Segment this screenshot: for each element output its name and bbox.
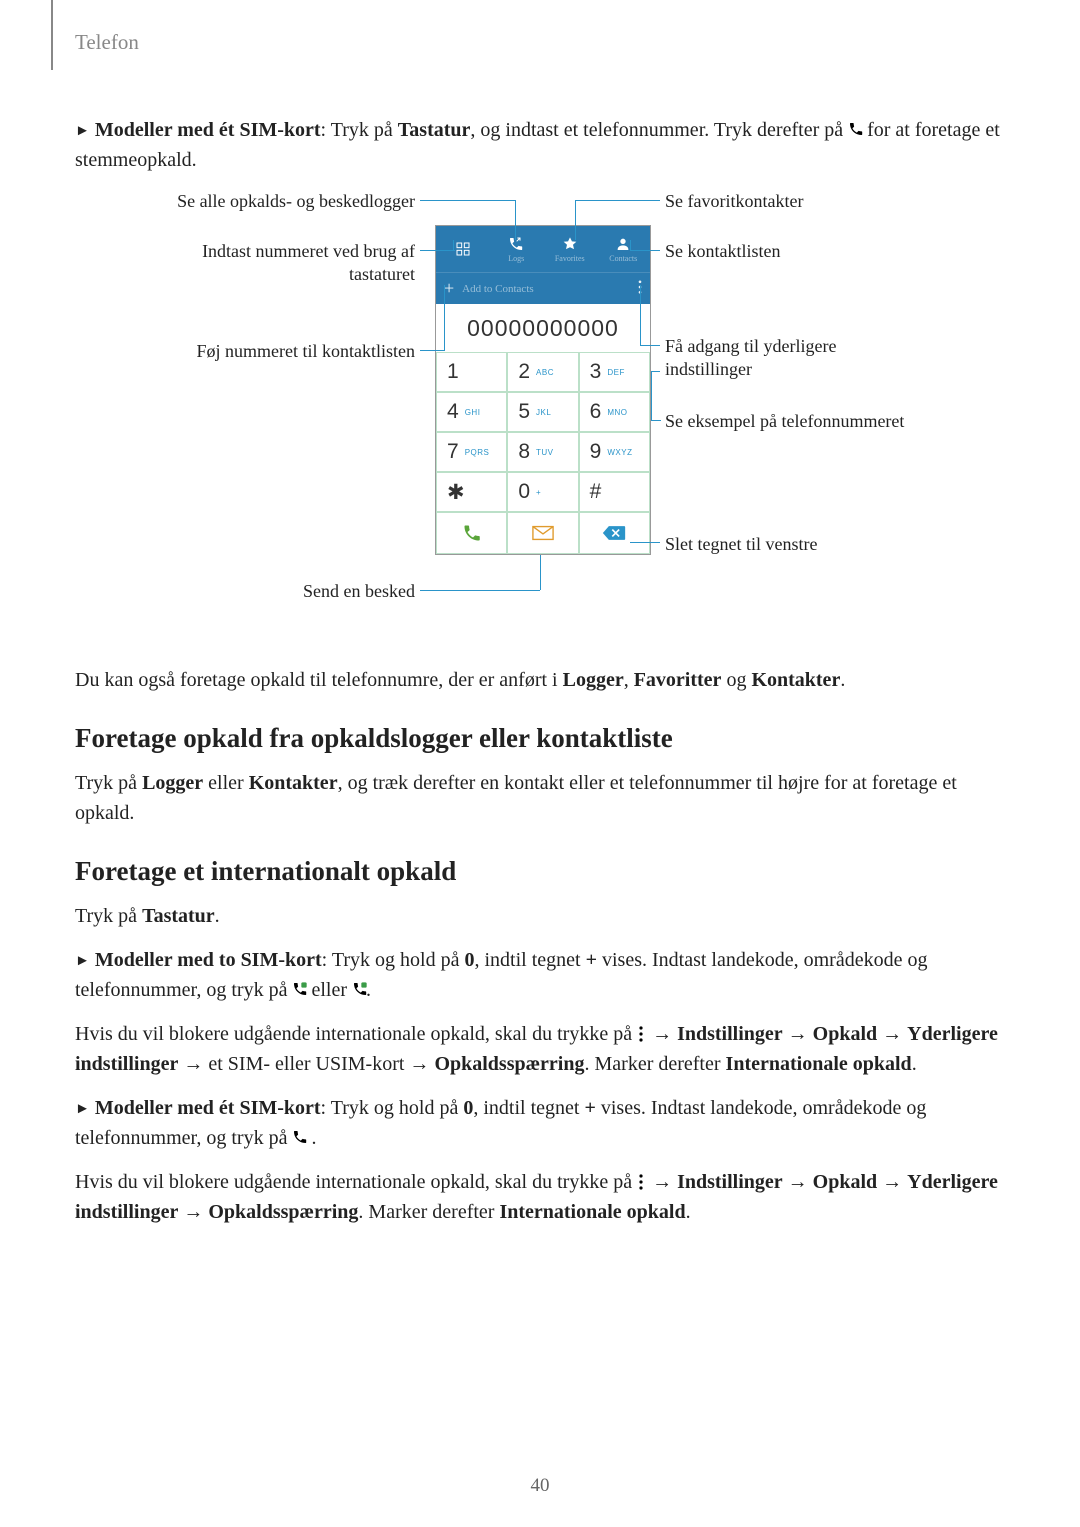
add-to-contacts-row: + Add to Contacts (436, 272, 650, 304)
key-0[interactable]: 0+ (507, 472, 578, 512)
callout-more: Få adgang til yderligere indstillinger (665, 335, 885, 380)
callout-keypad: Indtast nummeret ved brug af tastaturet (155, 240, 415, 285)
callout-addcontact: Føj nummeret til kontaktlisten (197, 340, 415, 363)
callout-logs: Se alle opkalds- og beskedlogger (177, 190, 415, 213)
bullet-icon: ► (75, 953, 90, 969)
intro-paragraph: ► Modeller med ét SIM-kort: Tryk på Tast… (75, 115, 1005, 175)
callout-backspace: Slet tegnet til venstre (665, 533, 817, 556)
key-8[interactable]: 8TUV (507, 432, 578, 472)
bullet-icon: ► (75, 1101, 90, 1117)
paragraph-twosim: ► Modeller med to SIM-kort: Tryk og hold… (75, 945, 1005, 1005)
heading-international: Foretage et internationalt opkald (75, 856, 1005, 887)
keypad: 1 2ABC 3DEF 4GHI 5JKL 6MNO 7PQRS 8TUV 9W… (436, 352, 650, 512)
key-4[interactable]: 4GHI (436, 392, 507, 432)
page-number: 40 (0, 1475, 1080, 1497)
number-display: 00000000000 (436, 304, 650, 352)
phone-sim2-icon (352, 976, 366, 990)
paragraph-tastatur: Tryk på Tastatur. (75, 901, 1005, 931)
key-1[interactable]: 1 (436, 352, 507, 392)
phone-sim1-icon (292, 976, 306, 990)
bullet-icon: ► (75, 123, 90, 139)
action-row (436, 512, 650, 554)
page-header: Telefon (75, 30, 1005, 55)
tab-contacts[interactable]: Contacts (597, 226, 651, 272)
key-2[interactable]: 2ABC (507, 352, 578, 392)
phone-icon (848, 116, 862, 130)
phone-mock: Logs Favorites Contacts + Add to Contact… (435, 225, 651, 555)
phone-icon (292, 1124, 306, 1138)
tab-bar: Logs Favorites Contacts (436, 226, 650, 272)
callout-favorites: Se favoritkontakter (665, 190, 803, 213)
more-icon (639, 1169, 645, 1185)
tab-favorites[interactable]: Favorites (543, 226, 597, 272)
key-star[interactable]: ✱ (436, 472, 507, 512)
tab-logs[interactable]: Logs (490, 226, 544, 272)
intro-bold1: Modeller med ét SIM-kort (95, 119, 321, 141)
paragraph-loglist: Tryk på Logger eller Kontakter, og træk … (75, 768, 1005, 828)
header-divider (51, 0, 53, 70)
plus-icon[interactable]: + (444, 278, 454, 299)
message-button[interactable] (507, 512, 578, 554)
key-6[interactable]: 6MNO (579, 392, 650, 432)
key-3[interactable]: 3DEF (579, 352, 650, 392)
paragraph-block1: Hvis du vil blokere udgående internation… (75, 1019, 1005, 1079)
callout-contacts: Se kontaktlisten (665, 240, 781, 263)
key-9[interactable]: 9WXYZ (579, 432, 650, 472)
call-button[interactable] (436, 512, 507, 554)
heading-loglist: Foretage opkald fra opkaldslogger eller … (75, 723, 1005, 754)
callout-number: Se eksempel på telefonnummeret (665, 410, 904, 433)
callout-message: Send en besked (303, 580, 415, 603)
paragraph-onesim: ► Modeller med ét SIM-kort: Tryk og hold… (75, 1093, 1005, 1153)
key-hash[interactable]: # (579, 472, 650, 512)
paragraph-block2: Hvis du vil blokere udgående internation… (75, 1167, 1005, 1227)
after-diagram-text: Du kan også foretage opkald til telefonn… (75, 665, 1005, 695)
backspace-button[interactable] (579, 512, 650, 554)
key-5[interactable]: 5JKL (507, 392, 578, 432)
add-to-contacts-label[interactable]: Add to Contacts (462, 283, 534, 295)
phone-diagram: Logs Favorites Contacts + Add to Contact… (75, 185, 1005, 645)
page: Telefon ► Modeller med ét SIM-kort: Tryk… (0, 0, 1080, 1291)
more-icon (639, 1021, 645, 1037)
key-7[interactable]: 7PQRS (436, 432, 507, 472)
tab-keypad[interactable] (436, 226, 490, 272)
